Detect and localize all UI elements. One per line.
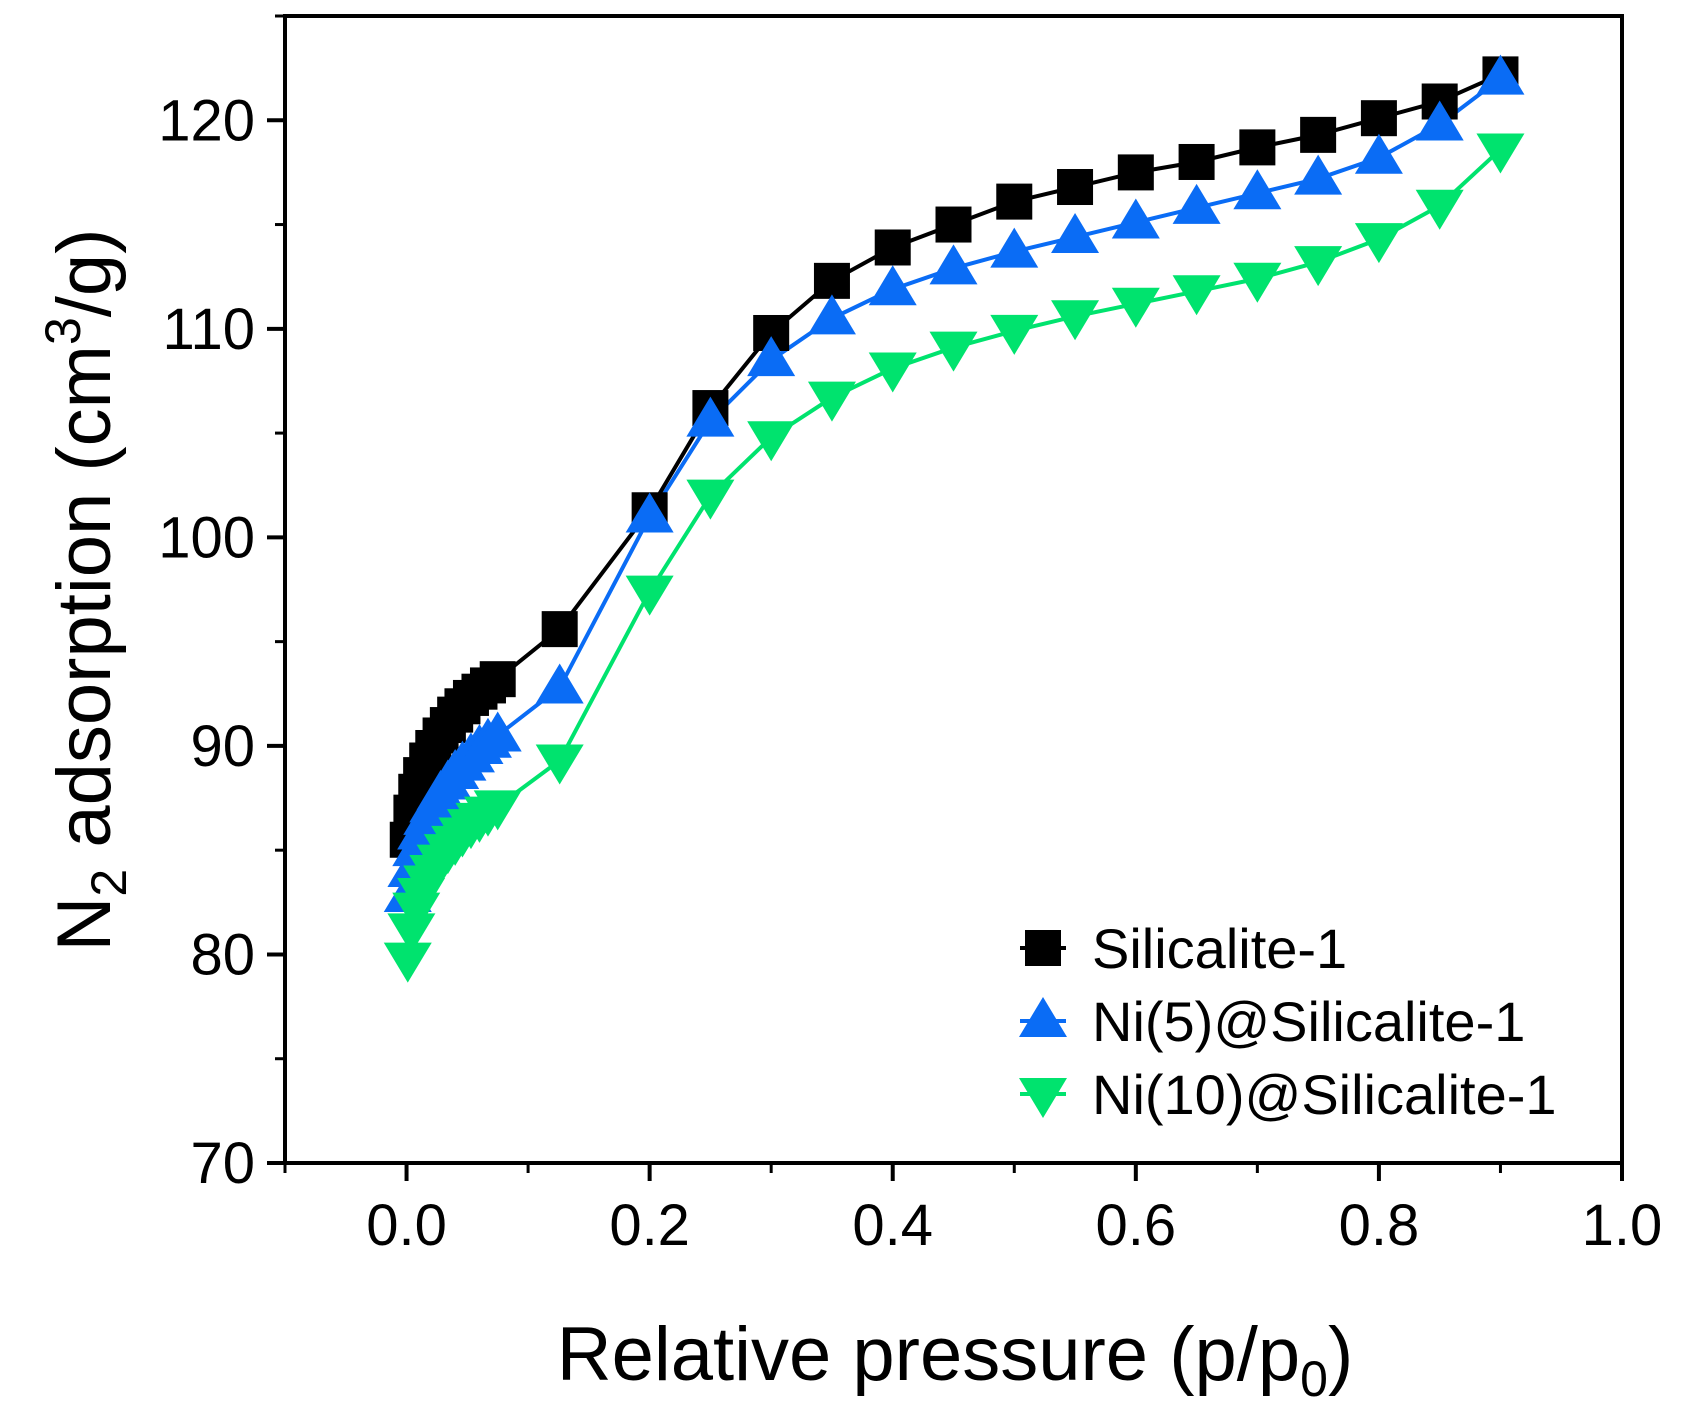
data-point (929, 244, 978, 285)
data-point (874, 229, 911, 266)
data-point (747, 421, 796, 462)
plot-frame (283, 14, 1624, 1165)
legend: Silicalite-1 Ni(5)@Silicalite-1 Ni(10)@Sil… (1019, 917, 1557, 1126)
data-point (747, 336, 796, 377)
data-point (387, 913, 436, 954)
data-point (535, 744, 584, 785)
legend-marker (1019, 997, 1067, 1037)
data-point (1111, 198, 1160, 239)
x-tick-label: 0.8 (1339, 1193, 1420, 1258)
data-point (383, 942, 432, 983)
data-point (1172, 183, 1221, 224)
x-tick-label: 0.2 (609, 1193, 690, 1258)
data-point (1415, 100, 1464, 141)
data-point (1057, 169, 1094, 206)
data-point (1476, 133, 1525, 174)
data-point (1051, 300, 1100, 341)
y-tick-label: 100 (158, 505, 255, 570)
data-point (1233, 262, 1282, 303)
x-tick-label: 0.6 (1095, 1193, 1176, 1258)
data-point (996, 183, 1033, 220)
data-point (479, 661, 516, 698)
y-tick-label: 90 (190, 714, 255, 779)
y-tick-label: 80 (190, 922, 255, 987)
data-point (1233, 169, 1282, 210)
data-point (990, 227, 1039, 268)
data-point (686, 479, 735, 520)
legend-label: Ni(10)@Silicalite-1 (1092, 1063, 1557, 1126)
data-point (625, 575, 674, 616)
data-point (1239, 129, 1276, 166)
data-point (1476, 54, 1525, 95)
data-point (1300, 116, 1337, 153)
data-point (541, 611, 578, 648)
data-point (473, 711, 522, 752)
data-point (1051, 213, 1100, 254)
data-point (625, 492, 674, 533)
legend-label: Silicalite-1 (1092, 917, 1347, 980)
x-tick-label: 0.4 (852, 1193, 933, 1258)
x-tick-label: 1.0 (1582, 1193, 1663, 1258)
data-point (1117, 154, 1154, 191)
tick-labels: 0.0 0.2 0.4 0.6 0.8 1.0 70 80 90 100 110 120 (158, 88, 1662, 1258)
data-point (1294, 246, 1343, 287)
data-point (1111, 287, 1160, 328)
data-point (1354, 133, 1403, 174)
data-point (868, 265, 917, 306)
legend-marker (1019, 1078, 1067, 1118)
data-point (935, 206, 972, 243)
y-tick-label: 70 (190, 1131, 255, 1196)
y-tick-label: 110 (163, 297, 255, 362)
data-point (1294, 154, 1343, 195)
data-point (990, 314, 1039, 355)
series-markers (383, 54, 1525, 983)
data-point (686, 396, 735, 437)
data-point (929, 331, 978, 372)
x-tick-label: 0.0 (366, 1193, 447, 1258)
data-point (1178, 143, 1215, 180)
y-axis-title: N2 adsorption (cm3/g) (35, 229, 137, 952)
data-point (1172, 275, 1221, 316)
legend-marker (1025, 930, 1061, 966)
x-axis-title: Relative pressure (p/p0) (557, 1312, 1354, 1407)
data-point (1415, 189, 1464, 230)
axis-ticks (267, 14, 1624, 1181)
data-point (535, 663, 584, 704)
data-point (1360, 100, 1397, 137)
data-point (1354, 223, 1403, 264)
legend-label: Ni(5)@Silicalite-1 (1092, 990, 1525, 1053)
data-point (807, 381, 856, 422)
data-point (807, 294, 856, 335)
data-point (473, 790, 522, 831)
data-point (813, 262, 850, 299)
y-tick-label: 120 (158, 88, 255, 153)
series-line (405, 76, 1502, 897)
data-point (868, 352, 917, 393)
